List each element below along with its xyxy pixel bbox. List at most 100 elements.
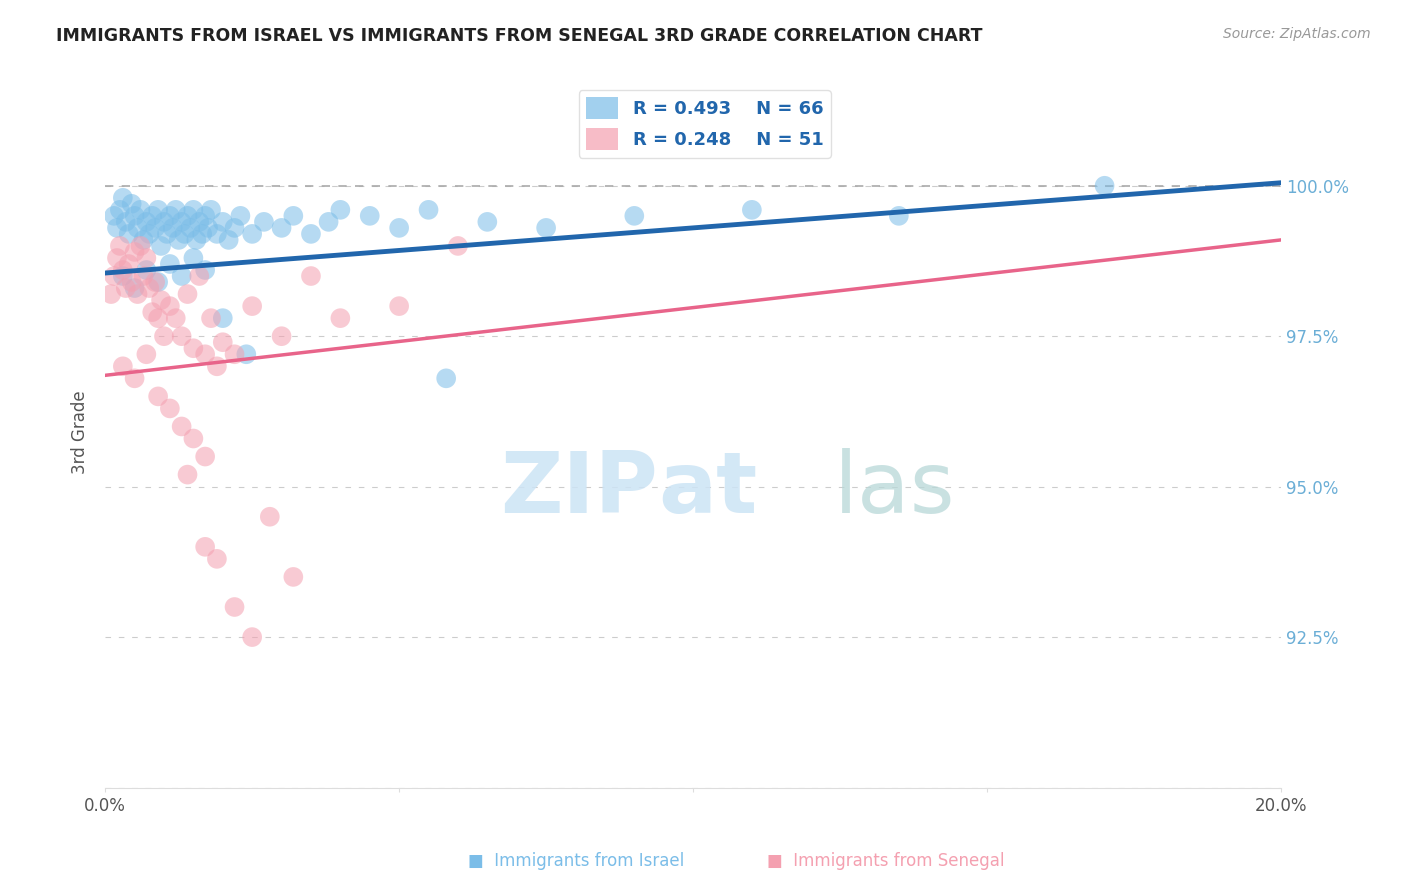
Point — [299, 227, 322, 241]
Point — [283, 570, 305, 584]
Point — [108, 202, 131, 217]
Legend: R = 0.493    N = 66, R = 0.248    N = 51: R = 0.493 N = 66, R = 0.248 N = 51 — [579, 90, 831, 158]
Point — [434, 371, 457, 385]
Point — [146, 311, 169, 326]
Point — [165, 311, 187, 326]
Point — [127, 220, 149, 235]
Point — [103, 209, 125, 223]
Point — [146, 389, 169, 403]
Text: ■  Immigrants from Israel: ■ Immigrants from Israel — [468, 852, 685, 870]
Point — [224, 347, 246, 361]
Point — [167, 233, 190, 247]
Point — [111, 191, 134, 205]
Text: IMMIGRANTS FROM ISRAEL VS IMMIGRANTS FROM SENEGAL 3RD GRADE CORRELATION CHART: IMMIGRANTS FROM ISRAEL VS IMMIGRANTS FRO… — [56, 27, 983, 45]
Point — [150, 239, 173, 253]
Point — [224, 220, 246, 235]
Point — [118, 227, 141, 241]
Point — [100, 287, 122, 301]
Point — [135, 215, 157, 229]
Point — [183, 341, 205, 355]
Point — [188, 268, 211, 283]
Point — [111, 263, 134, 277]
Point — [150, 293, 173, 307]
Point — [240, 630, 263, 644]
Text: ■  Immigrants from Senegal: ■ Immigrants from Senegal — [768, 852, 1004, 870]
Point — [388, 299, 411, 313]
Point — [218, 233, 240, 247]
Point — [127, 287, 149, 301]
Point — [129, 202, 152, 217]
Point — [388, 220, 411, 235]
Point — [170, 268, 193, 283]
Point — [103, 268, 125, 283]
Point — [205, 552, 228, 566]
Point — [162, 220, 184, 235]
Text: at: at — [658, 448, 756, 531]
Point — [111, 359, 134, 374]
Point — [205, 359, 228, 374]
Point — [135, 347, 157, 361]
Point — [235, 347, 257, 361]
Point — [188, 215, 211, 229]
Y-axis label: 3rd Grade: 3rd Grade — [72, 391, 89, 475]
Point — [156, 227, 179, 241]
Point — [318, 215, 340, 229]
Point — [108, 239, 131, 253]
Point — [183, 432, 205, 446]
Point — [159, 209, 181, 223]
Point — [124, 281, 146, 295]
Point — [114, 281, 136, 295]
Point — [194, 450, 217, 464]
Point — [211, 215, 233, 229]
Point — [176, 209, 198, 223]
Point — [176, 287, 198, 301]
Point — [135, 263, 157, 277]
Point — [194, 540, 217, 554]
Point — [132, 268, 155, 283]
Point — [741, 202, 763, 217]
Point — [124, 209, 146, 223]
Point — [329, 202, 352, 217]
Point — [135, 251, 157, 265]
Point — [191, 227, 214, 241]
Point — [179, 220, 201, 235]
Point — [270, 329, 292, 343]
Point — [229, 209, 252, 223]
Text: las: las — [834, 448, 956, 531]
Point — [418, 202, 440, 217]
Point — [447, 239, 470, 253]
Text: Source: ZipAtlas.com: Source: ZipAtlas.com — [1223, 27, 1371, 41]
Point — [138, 281, 160, 295]
Point — [211, 311, 233, 326]
Point — [173, 227, 195, 241]
Point — [111, 268, 134, 283]
Point — [211, 335, 233, 350]
Point — [197, 220, 219, 235]
Point — [259, 509, 281, 524]
Point — [114, 215, 136, 229]
Point — [159, 257, 181, 271]
Point — [170, 329, 193, 343]
Point — [205, 227, 228, 241]
Point — [477, 215, 499, 229]
Point — [183, 251, 205, 265]
Point — [153, 215, 176, 229]
Point — [159, 299, 181, 313]
Point — [165, 202, 187, 217]
Point — [534, 220, 557, 235]
Point — [118, 257, 141, 271]
Point — [105, 220, 128, 235]
Point — [141, 305, 163, 319]
Point — [183, 202, 205, 217]
Point — [186, 233, 208, 247]
Point — [170, 419, 193, 434]
Point — [146, 275, 169, 289]
Point — [129, 239, 152, 253]
Point — [329, 311, 352, 326]
Point — [143, 220, 166, 235]
Point — [299, 268, 322, 283]
Point — [200, 202, 222, 217]
Point — [124, 371, 146, 385]
Point — [194, 263, 217, 277]
Point — [176, 467, 198, 482]
